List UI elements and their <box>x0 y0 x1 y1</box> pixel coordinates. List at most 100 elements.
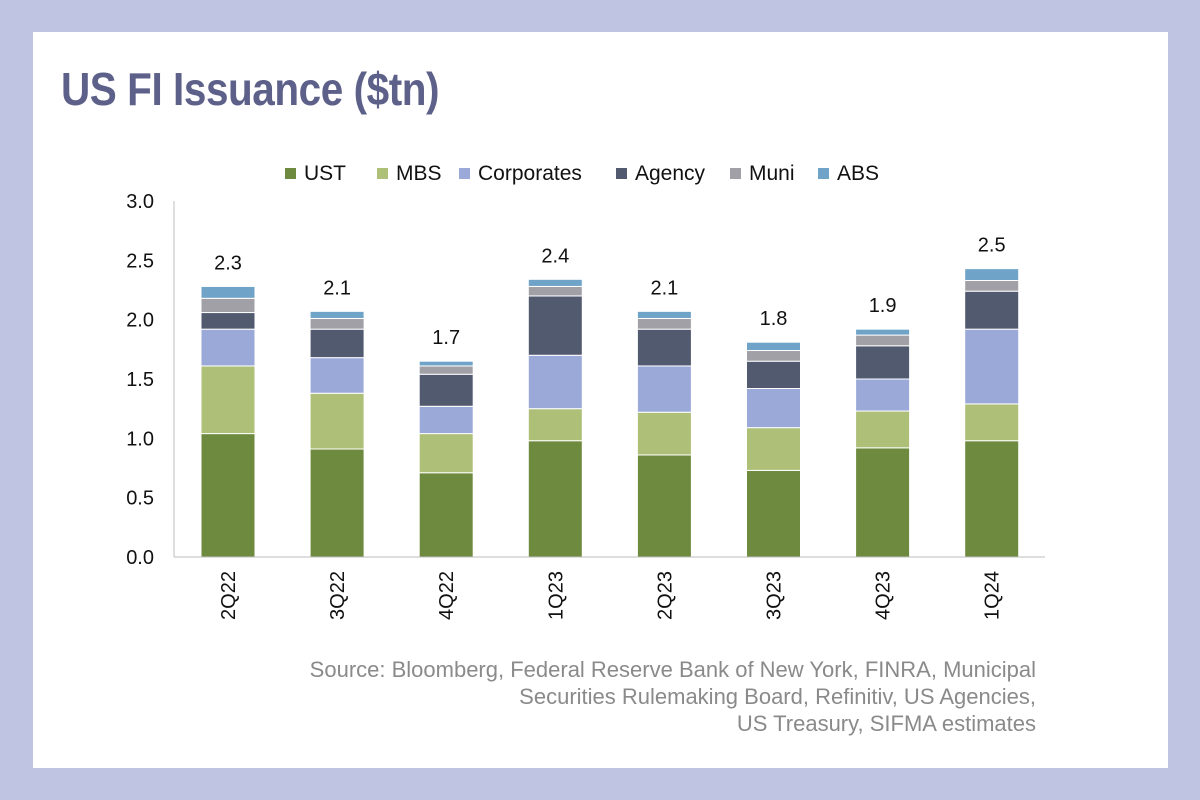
y-axis: 0.0 0.5 1.0 1.5 2.0 2.5 3.0 <box>126 191 175 569</box>
bar-segment-corporates <box>418 405 474 435</box>
total-data-label: 2.1 <box>323 277 351 299</box>
legend-swatch-muni <box>730 168 741 179</box>
bar-stack-4Q22 <box>418 360 474 558</box>
legend-swatch-mbs <box>377 168 388 179</box>
bar-segment-agency <box>746 360 801 389</box>
x-tick-label: 2Q22 <box>218 571 240 620</box>
bar-segment-corporates <box>855 378 911 412</box>
bar-stack-3Q22 <box>309 310 365 558</box>
bar-segment-abs <box>746 341 801 352</box>
bar-segment-muni <box>636 317 692 330</box>
y-tick-label: 3.0 <box>126 191 154 213</box>
bar-segment-mbs <box>636 411 692 456</box>
total-data-label: 1.9 <box>869 295 897 317</box>
page-title: US FI Issuance ($tn) <box>61 63 440 115</box>
bar-segment-abs <box>636 310 692 319</box>
bar-segment-muni <box>964 280 1020 292</box>
x-tick-label: 3Q22 <box>327 571 349 620</box>
legend-swatch-ust <box>285 168 296 179</box>
source-line: Source: Bloomberg, Federal Reserve Bank … <box>309 657 1036 682</box>
bar-segment-ust <box>746 469 801 558</box>
bar-segment-mbs <box>964 403 1020 442</box>
legend-label: UST <box>304 162 346 185</box>
chart-legend: UST MBS Corporates Agency Muni ABS <box>285 162 879 185</box>
bar-segment-abs <box>418 360 474 367</box>
chart-card: US FI Issuance ($tn) UST MBS Corporates Age… <box>33 32 1168 768</box>
bar-segment-corporates <box>636 365 692 413</box>
legend-label: Muni <box>749 162 795 185</box>
total-data-label: 2.4 <box>541 245 569 267</box>
bar-segment-abs <box>309 310 365 319</box>
bars: 2.3 2.1 1.7 2.4 2.1 1.8 1.9 2.5 <box>200 235 1020 558</box>
bar-segment-corporates <box>527 354 583 410</box>
y-tick-label: 0.0 <box>126 547 154 569</box>
x-tick-label: 3Q23 <box>764 571 786 620</box>
bar-segment-mbs <box>527 408 583 442</box>
bar-stack-2Q22 <box>200 285 256 558</box>
bar-segment-abs <box>200 285 256 299</box>
y-tick-label: 2.5 <box>126 250 154 272</box>
bar-segment-muni <box>746 350 801 362</box>
bar-segment-muni <box>855 334 911 347</box>
bar-segment-muni <box>418 365 474 375</box>
legend-label: Agency <box>635 162 706 185</box>
bar-segment-abs <box>964 268 1020 282</box>
total-data-label: 2.3 <box>214 252 242 274</box>
bar-segment-corporates <box>746 387 801 429</box>
bar-segment-agency <box>855 345 911 380</box>
bar-segment-muni <box>200 297 256 314</box>
total-data-label: 1.8 <box>760 308 788 330</box>
stacked-bar-chart: UST MBS Corporates Agency Muni ABS 0.0 0.5 1.0 1… <box>126 162 1045 620</box>
y-tick-label: 0.5 <box>126 488 154 510</box>
legend-label: MBS <box>396 162 442 185</box>
bar-segment-corporates <box>964 328 1020 405</box>
bar-stack-2Q23 <box>636 310 692 558</box>
legend-label: Corporates <box>478 162 582 185</box>
legend-swatch-corporates <box>459 168 470 179</box>
total-data-label: 1.7 <box>432 327 460 349</box>
bar-segment-agency <box>418 373 474 407</box>
bar-segment-agency <box>200 312 256 330</box>
bar-segment-ust <box>418 472 474 558</box>
x-tick-label: 1Q24 <box>982 571 1004 620</box>
legend-label: ABS <box>837 162 879 185</box>
x-tick-label: 1Q23 <box>545 571 567 620</box>
x-tick-label: 4Q22 <box>436 571 458 620</box>
bar-segment-ust <box>855 447 911 558</box>
bar-segment-corporates <box>200 328 256 367</box>
source-line: Securities Rulemaking Board, Refinitiv, … <box>519 684 1036 709</box>
total-data-label: 2.5 <box>978 235 1006 257</box>
bar-segment-ust <box>309 448 365 558</box>
bar-segment-ust <box>527 440 583 558</box>
bar-segment-agency <box>309 328 365 359</box>
bar-stack-1Q24 <box>964 268 1020 558</box>
bar-stack-3Q23 <box>746 341 801 558</box>
bar-stack-1Q23 <box>527 278 583 558</box>
bar-segment-abs <box>527 278 583 287</box>
x-axis: 2Q22 3Q22 4Q22 1Q23 2Q23 3Q23 4Q23 1Q24 <box>174 556 1045 620</box>
y-tick-label: 2.0 <box>126 310 154 332</box>
bar-segment-mbs <box>855 410 911 449</box>
x-tick-label: 2Q23 <box>654 571 676 620</box>
bar-segment-mbs <box>746 427 801 471</box>
bar-segment-agency <box>636 328 692 367</box>
bar-segment-ust <box>636 454 692 558</box>
bar-segment-agency <box>964 290 1020 330</box>
bar-segment-mbs <box>309 392 365 450</box>
bar-segment-muni <box>527 285 583 297</box>
bar-segment-muni <box>309 317 365 330</box>
source-line: US Treasury, SIFMA estimates <box>736 711 1036 736</box>
bar-segment-mbs <box>200 365 256 435</box>
y-tick-label: 1.5 <box>126 369 154 391</box>
bar-segment-agency <box>527 295 583 356</box>
bar-stack-4Q23 <box>855 328 911 558</box>
legend-swatch-agency <box>616 168 627 179</box>
x-tick-label: 4Q23 <box>873 571 895 620</box>
y-tick-label: 1.0 <box>126 428 154 450</box>
bar-segment-abs <box>855 328 911 336</box>
total-data-label: 2.1 <box>650 277 678 299</box>
bar-segment-ust <box>200 433 256 558</box>
source-note: Source: Bloomberg, Federal Reserve Bank … <box>136 656 1036 737</box>
bar-segment-corporates <box>309 357 365 394</box>
bar-segment-mbs <box>418 433 474 474</box>
